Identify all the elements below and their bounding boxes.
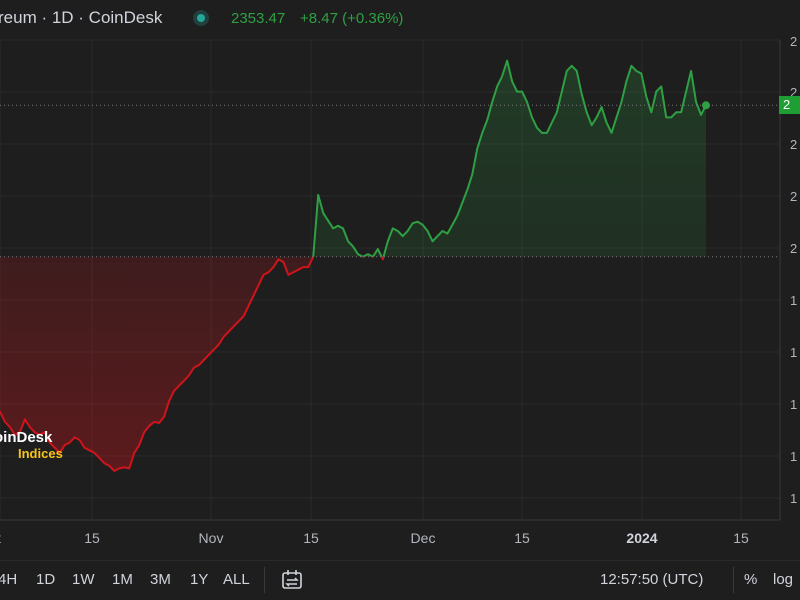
y-axis: 2 2 2 2 2 1 1 1 1 1 <box>790 34 797 506</box>
y-tick-label: 2 <box>790 85 797 100</box>
x-tick-label: 15 <box>514 530 530 546</box>
y-tick-label: 1 <box>790 345 797 360</box>
toolbar-divider <box>733 567 734 593</box>
x-tick-label: 15 <box>84 530 100 546</box>
x-tick-label: 15 <box>303 530 319 546</box>
area-fills <box>0 60 706 471</box>
last-price-dot <box>702 101 710 110</box>
timeframe-4h-button[interactable]: 4H <box>0 571 18 588</box>
watermark-brand: oinDesk <box>0 429 53 446</box>
x-tick-label: 15 <box>733 530 749 546</box>
last-price: 2353.47 <box>231 10 286 27</box>
area-fill-below <box>0 256 384 471</box>
timeframe-3m-button[interactable]: 3M <box>150 571 171 588</box>
timeframe-all-button[interactable]: ALL <box>223 571 250 588</box>
x-tick-label: Dec <box>411 530 436 546</box>
y-tick-label: 1 <box>790 491 797 506</box>
market-status-icon <box>193 10 209 26</box>
price-line-above-baseline <box>312 59 707 257</box>
y-tick-label: 1 <box>790 293 797 308</box>
x-axis: t 15 Nov 15 Dec 15 2024 15 <box>0 530 749 546</box>
timeframe-1y-button[interactable]: 1Y <box>190 571 209 588</box>
symbol-title[interactable]: reum · 1D · CoinDesk <box>0 8 163 27</box>
x-tick-label: Nov <box>199 530 224 546</box>
bottom-toolbar: 4H 1D 1W 1M 3M 1Y ALL 12:57:50 (UTC) % l… <box>0 560 800 600</box>
y-tick-label: 1 <box>790 449 797 464</box>
y-tick-label: 2 <box>790 137 797 152</box>
markers <box>0 101 780 258</box>
y-tick-label: 2 <box>790 34 797 49</box>
current-price-tag: 2 <box>779 96 800 115</box>
coindesk-indices-logo: oinDesk Indices <box>0 430 63 462</box>
price-lines <box>0 59 707 472</box>
x-tick-label: 2024 <box>626 530 657 546</box>
utc-clock[interactable]: 12:57:50 (UTC) <box>600 571 704 588</box>
watermark-sub: Indices <box>18 446 63 461</box>
timeframe-1d-button[interactable]: 1D <box>36 571 56 588</box>
y-tick-label: 2 <box>790 189 797 204</box>
price-line-below-baseline <box>0 256 385 472</box>
price-change: +8.47 (+0.36%) <box>300 10 404 27</box>
percent-scale-button[interactable]: % <box>744 571 758 588</box>
y-tick-label: 2 <box>790 241 797 256</box>
y-tick-label: 1 <box>790 397 797 412</box>
timeframe-1m-button[interactable]: 1M <box>112 571 133 588</box>
chart-header: reum · 1D · CoinDesk 2353.47 +8.47 (+0.3… <box>0 0 800 38</box>
timeframe-1w-button[interactable]: 1W <box>72 571 95 588</box>
log-scale-button[interactable]: log <box>773 571 794 588</box>
toolbar-divider <box>264 567 265 593</box>
compare-calendar-icon[interactable] <box>280 567 304 591</box>
x-tick-label: t <box>0 530 1 546</box>
